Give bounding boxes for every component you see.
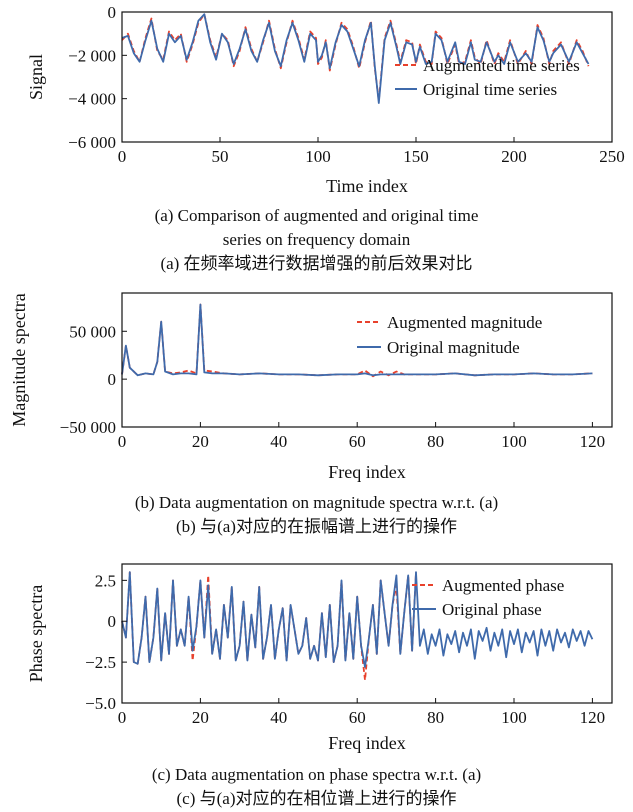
y-tick-label: −2 000 — [68, 46, 116, 65]
x-tick-label: 100 — [501, 708, 527, 727]
y-tick-label: 2.5 — [95, 571, 116, 590]
x-tick-label: 80 — [427, 432, 444, 451]
y-tick-label: −50 000 — [60, 418, 116, 437]
plot-frame — [121, 292, 613, 428]
x-tick-label: 50 — [212, 147, 229, 166]
legend-label: Augmented time series — [423, 56, 580, 75]
y-tick-label: 0 — [108, 3, 117, 22]
x-tick-label: 120 — [580, 432, 606, 451]
legend-label: Original phase — [442, 600, 542, 619]
y-tick-label: −5.0 — [85, 694, 116, 713]
x-tick-label: 200 — [501, 147, 527, 166]
x-tick-label: 100 — [305, 147, 331, 166]
caption-b-en: (b) Data augmentation on magnitude spect… — [134, 493, 499, 512]
y-axis-label: Phase spectra — [26, 585, 46, 682]
caption-a-zh: (a) 在频率域进行数据增强的前后效果对比 — [160, 254, 473, 273]
legend-label: Original magnitude — [387, 338, 520, 357]
series-line-original — [121, 571, 594, 668]
x-tick-label: 250 — [599, 147, 625, 166]
x-tick-label: 120 — [580, 708, 606, 727]
x-axis-label: Freq index — [328, 462, 405, 482]
x-tick-label: 0 — [118, 432, 127, 451]
caption-c-en: (c) Data augmentation on phase spectra w… — [151, 765, 482, 784]
chart-3: 0 20 40 60 80 100 120 2.5 0 −2.5 −5.0 Freq index Pha… — [26, 563, 613, 753]
x-tick-label: 60 — [349, 432, 366, 451]
x-tick-label: 40 — [270, 708, 287, 727]
y-axis-label: Signal — [26, 54, 46, 100]
x-tick-label: 60 — [349, 708, 366, 727]
x-tick-label: 40 — [270, 432, 287, 451]
caption-a-en-1: (a) Comparison of augmented and original… — [154, 206, 479, 225]
y-axis-label: Magnitude spectra — [9, 293, 29, 426]
y-tick-label: 0 — [108, 612, 117, 631]
y-tick-label: −6 000 — [68, 133, 116, 152]
series-line-original — [121, 303, 593, 377]
plot-frame — [121, 11, 613, 143]
legend-label: Original time series — [423, 80, 557, 99]
y-tick-label: −2.5 — [85, 653, 116, 672]
caption-a-en-2: series on frequency domain — [222, 230, 411, 249]
caption-b-zh: (b) 与(a)对应的在振幅谱上进行的操作 — [176, 517, 457, 536]
x-tick-label: 0 — [118, 147, 127, 166]
chart-1: 0 50 100 150 200 250 0 −2 000 −4 000 −6 000 Time i… — [26, 3, 625, 196]
x-tick-label: 150 — [403, 147, 429, 166]
x-tick-label: 20 — [192, 708, 209, 727]
x-tick-label: 20 — [192, 432, 209, 451]
y-tick-label: 0 — [108, 370, 117, 389]
x-axis-label: Time index — [326, 176, 408, 196]
series-line-original — [121, 13, 590, 104]
x-tick-label: 100 — [501, 432, 527, 451]
legend-label: Augmented phase — [442, 576, 564, 595]
y-tick-label: −4 000 — [68, 90, 116, 109]
caption-c-zh: (c) 与(a)对应的在相位谱上进行的操作 — [176, 789, 457, 808]
legend-label: Augmented magnitude — [387, 313, 542, 332]
x-tick-label: 0 — [118, 708, 127, 727]
y-tick-label: 50 000 — [69, 322, 116, 341]
plot-frame — [121, 563, 613, 704]
x-tick-label: 80 — [427, 708, 444, 727]
x-axis-label: Freq index — [328, 733, 405, 753]
